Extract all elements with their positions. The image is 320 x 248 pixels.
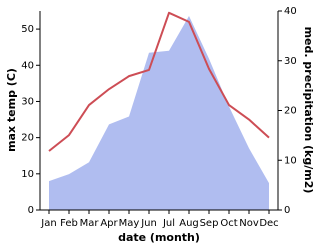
temp-line — [48, 11, 270, 152]
y-tick-label: 50 — [21, 24, 34, 35]
x-tick-label: Oct — [220, 218, 237, 229]
x-tick-label: Aug — [179, 218, 199, 229]
x-tick-label: Apr — [100, 218, 118, 229]
y2-tick-label: 30 — [284, 56, 297, 67]
y-tick-label: 0 — [28, 205, 34, 216]
x-axis-label: date (month) — [118, 231, 200, 244]
y-tick-label: 20 — [21, 133, 34, 144]
y2-tick-label: 20 — [284, 106, 297, 117]
x-tick-label: Dec — [259, 218, 278, 229]
x-tick-label: Jan — [40, 218, 56, 229]
x-tick-label: Jul — [162, 218, 175, 229]
y2-tick-label: 0 — [284, 205, 290, 216]
x-tick-label: Sep — [200, 218, 219, 229]
y-tick-label: 10 — [21, 169, 34, 180]
x-tick-label: Feb — [60, 218, 78, 229]
x-tick-label: Nov — [239, 218, 259, 229]
x-tick-label: Jun — [140, 218, 157, 229]
x-tick-label: Mar — [80, 218, 100, 229]
y2-tick-label: 10 — [284, 155, 297, 166]
precip-area — [49, 15, 269, 210]
y2-tick-label: 40 — [284, 6, 297, 17]
x-tick-label: May — [119, 218, 140, 229]
y-tick-label: 40 — [21, 60, 34, 71]
y-axis-label: max temp (C) — [5, 68, 18, 152]
y-tick-label: 30 — [21, 96, 34, 107]
y2-axis-label: med. precipitation (kg/m2) — [302, 27, 315, 194]
